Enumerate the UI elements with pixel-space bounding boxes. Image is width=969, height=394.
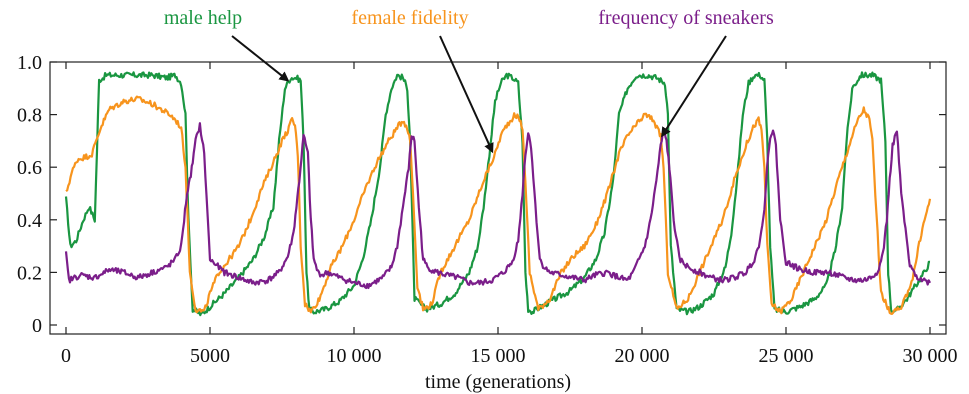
y-tick-label: 0.4 (17, 210, 42, 232)
y-axis: 0 0.2 0.4 0.6 0.8 1.0 (17, 52, 946, 337)
annotation-label: male help (164, 7, 242, 29)
series-line-2 (65, 95, 932, 315)
annotation-label: female fidelity (351, 7, 468, 29)
x-tick-label: 10 000 (327, 345, 382, 367)
series-layer (64, 71, 932, 317)
x-tick-label: 0 (61, 345, 71, 367)
x-axis-label: time (generations) (425, 371, 571, 393)
y-tick-label: 1.0 (17, 52, 42, 74)
y-tick-label: 0.2 (17, 262, 42, 284)
annotation-arrow (231, 35, 290, 82)
y-tick-label: 0 (32, 315, 42, 337)
series-line-3 (64, 122, 931, 290)
x-tick-label: 15 000 (471, 345, 526, 367)
series-line-1 (64, 71, 931, 317)
y-tick-label: 0.8 (17, 105, 42, 127)
annotation-label: frequency of sneakers (598, 7, 774, 29)
annotations: male help female fidelity frequency of sne… (164, 7, 774, 154)
annotation-arrow (439, 35, 494, 154)
annotation-arrow (661, 35, 727, 138)
x-tick-label: 30 000 (903, 345, 958, 367)
y-tick-label: 0.6 (17, 157, 42, 179)
x-tick-label: 20 000 (615, 345, 670, 367)
x-tick-label: 25 000 (759, 345, 814, 367)
x-tick-label: 5000 (190, 345, 230, 367)
x-axis: 0 5000 10 000 15 000 20 000 25 000 30 000 (61, 62, 958, 367)
